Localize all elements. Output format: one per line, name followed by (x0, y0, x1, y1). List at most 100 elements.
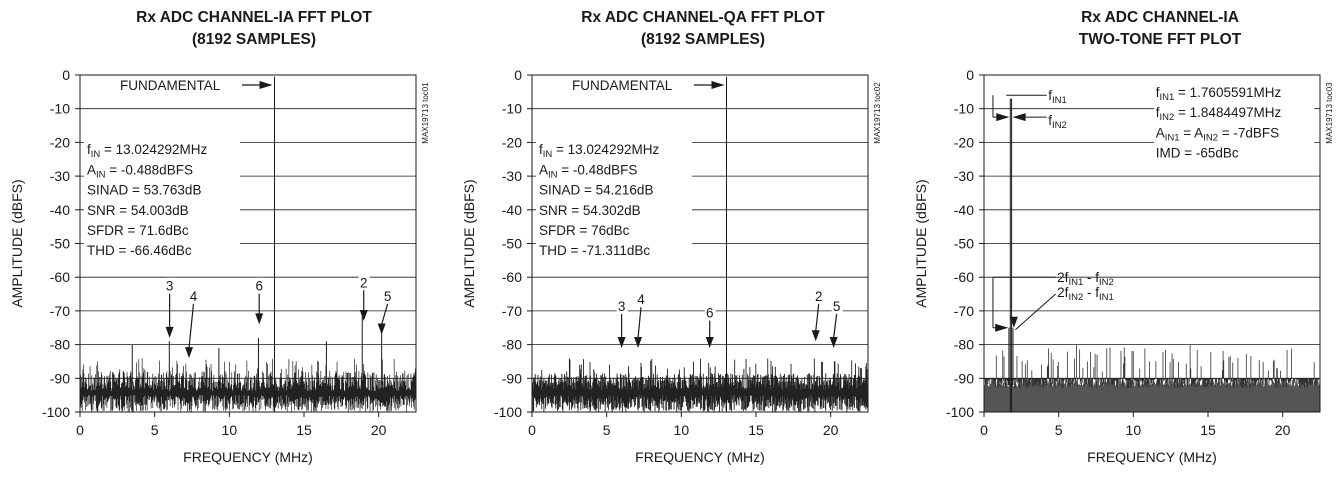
x-tick-label: 15 (1200, 422, 1216, 438)
x-tick-label: 0 (980, 422, 988, 438)
x-axis-label: FREQUENCY (MHz) (183, 449, 313, 465)
harmonic-marker: 5 (377, 287, 394, 335)
y-axis-label: AMPLITUDE (dBFS) (913, 179, 929, 307)
harmonic-arrow-head (634, 336, 643, 348)
y-tick-label: -100 (946, 404, 974, 420)
harmonic-arrow-head (617, 336, 626, 348)
y-tick-label: -20 (50, 134, 70, 150)
harmonic-arrow-head (165, 326, 174, 338)
harmonic-label: 4 (637, 292, 645, 307)
stats-background (1154, 85, 1315, 160)
y-tick-label: -70 (502, 303, 522, 319)
tone1-label: fIN1​ (1048, 88, 1067, 106)
x-tick-label: 5 (151, 422, 159, 438)
stats-line: SNR = 54.302dB (539, 203, 641, 218)
x-tick-label: 0 (528, 422, 536, 438)
fft-panel-3: Rx ADC CHANNEL-IA TWO-TONE FFT PLOT 0 -10 -2… (913, 9, 1334, 465)
x-tick-label: 0 (76, 422, 84, 438)
y-tick-label: -10 (954, 101, 974, 117)
imd2-leader (1015, 293, 1057, 331)
harmonic-arrow-head (185, 347, 194, 359)
y-tick-label: -80 (954, 337, 974, 353)
stats-line: fIN​ = 13.024292MHz (539, 142, 659, 160)
y-tick-label: -30 (954, 168, 974, 184)
fft-panel-1: Rx ADC CHANNEL-IA FFT PLOT (8192 SAMPLES)… (9, 9, 430, 465)
stats-line: fIN​ = 13.024292MHz (87, 142, 207, 160)
y-tick-label: -80 (50, 337, 70, 353)
harmonic-label-bg (382, 287, 394, 304)
figure-code: MAX19713 toc03 (1325, 82, 1334, 144)
x-tick-label: 15 (296, 422, 312, 438)
chart-title-line: Rx ADC CHANNEL-QA FFT PLOT (581, 9, 825, 26)
harmonic-arrow-shaft (833, 313, 838, 339)
stats-line: THD = -66.46dBc (87, 243, 192, 258)
x-tick-label: 15 (748, 422, 764, 438)
harmonic-arrow-shaft (188, 303, 195, 349)
y-tick-label: -40 (954, 202, 974, 218)
chart-title-line: (8192 SAMPLES) (192, 31, 316, 48)
stats-background (536, 137, 692, 257)
harmonic-marker: 6 (704, 304, 716, 348)
harmonic-marker: 3 (616, 297, 628, 348)
fundamental-arrow-head (711, 81, 725, 89)
stats-line: SFDR = 76dBc (539, 223, 630, 238)
harmonic-label-bg (254, 277, 266, 294)
x-tick-label: 10 (674, 422, 690, 438)
imd1-arrow-head (995, 323, 1009, 332)
y-tick-label: -70 (954, 303, 974, 319)
stats-line: SFDR = 71.6dBc (87, 223, 189, 238)
x-axis-label: FREQUENCY (MHz) (635, 449, 765, 465)
y-tick-label: -20 (502, 134, 522, 150)
harmonic-marker: 2 (358, 274, 370, 322)
x-tick-label: 20 (1275, 422, 1291, 438)
harmonic-label: 6 (255, 279, 263, 294)
x-tick-label: 5 (603, 422, 611, 438)
y-tick-label: -90 (50, 370, 70, 386)
y-tick-label: -20 (954, 134, 974, 150)
figure-code: MAX19713 toc02 (873, 82, 882, 144)
harmonic-arrow-shaft (815, 303, 820, 332)
y-tick-label: -90 (954, 370, 974, 386)
harmonic-arrow-head (705, 336, 714, 348)
harmonic-label-bg (831, 297, 843, 314)
stats-line: AIN​ = -0.48dBFS (539, 162, 637, 180)
harmonic-arrow-head (829, 336, 838, 348)
harmonic-label: 3 (618, 299, 626, 314)
harmonic-label-bg (636, 291, 648, 308)
stats-block: fIN​ = 13.024292MHz AIN​ = -0.488dBFS SINA… (84, 137, 240, 258)
x-tick-label: 10 (222, 422, 238, 438)
y-tick-label: -70 (50, 303, 70, 319)
y-tick-label: 0 (62, 67, 70, 83)
stats-line: SINAD = 54.216dB (539, 183, 653, 198)
y-axis-label: AMPLITUDE (dBFS) (9, 179, 25, 307)
stats-line: AIN1​ = AIN2​ = -7dBFS (1156, 125, 1279, 143)
noise-floor (79, 358, 417, 412)
stats-line: SNR = 54.003dB (87, 203, 189, 218)
y-tick-label: -30 (50, 168, 70, 184)
tone2-label: fIN2​ (1048, 113, 1067, 131)
y-tick-label: -100 (42, 404, 70, 420)
noise-floor (983, 345, 1321, 412)
y-axis-label: AMPLITUDE (dBFS) (461, 179, 477, 307)
fundamental-label: FUNDAMENTAL (572, 78, 673, 93)
y-tick-label: -60 (954, 269, 974, 285)
harmonic-arrow-head (359, 310, 368, 322)
fundamental-arrow-head (259, 81, 273, 89)
harmonic-marker: 4 (185, 287, 200, 359)
x-tick-label: 10 (1126, 422, 1142, 438)
harmonic-label-bg (704, 304, 716, 321)
tone1-arrow-head (996, 113, 1010, 122)
harmonic-label: 2 (815, 289, 823, 304)
harmonic-arrow-head (377, 323, 386, 335)
y-tick-label: -60 (502, 269, 522, 285)
x-tick-label: 20 (823, 422, 839, 438)
chart-title-line: Rx ADC CHANNEL-IA FFT PLOT (136, 9, 372, 26)
harmonic-label: 6 (706, 306, 714, 321)
y-tick-label: -10 (50, 101, 70, 117)
y-tick-label: -50 (502, 236, 522, 252)
harmonic-marker: 3 (164, 277, 176, 338)
harmonic-label: 3 (166, 279, 174, 294)
harmonic-label: 5 (384, 289, 392, 304)
